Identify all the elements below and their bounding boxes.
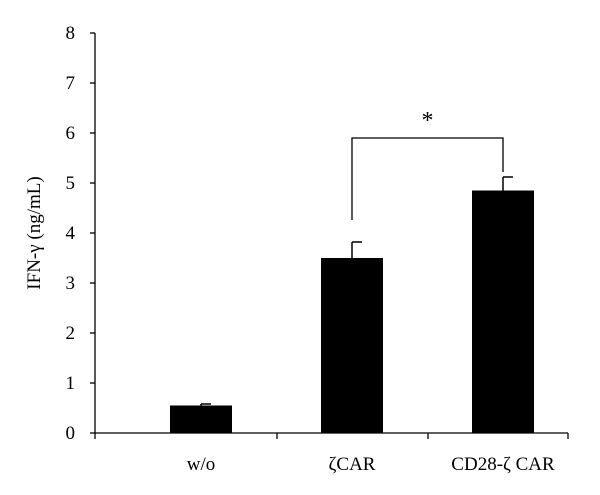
- y-axis-title: IFN-γ (ng/mL): [24, 176, 45, 289]
- bars: [170, 176, 534, 433]
- significance-label: *: [422, 108, 434, 134]
- y-tick-label: 8: [66, 23, 76, 44]
- category-labels: w/o ζCAR CD28-ζ CAR: [187, 454, 555, 475]
- y-tick-label: 1: [66, 373, 76, 394]
- y-tick-label: 6: [66, 123, 76, 144]
- y-tick-label: 7: [66, 73, 76, 94]
- bar: [472, 190, 534, 433]
- significance-bracket: *: [351, 108, 504, 220]
- y-tick-label: 2: [66, 323, 76, 344]
- y-tick-label: 4: [66, 223, 76, 244]
- bar: [321, 258, 383, 433]
- bracket-line: [351, 137, 504, 220]
- y-tick-label: 0: [66, 423, 76, 444]
- y-tick-label: 3: [66, 273, 76, 294]
- category-label: ζCAR: [329, 454, 376, 475]
- y-tick-label: 5: [66, 173, 76, 194]
- category-label: CD28-ζ CAR: [451, 454, 555, 475]
- category-label: w/o: [187, 454, 216, 475]
- bar: [170, 405, 232, 433]
